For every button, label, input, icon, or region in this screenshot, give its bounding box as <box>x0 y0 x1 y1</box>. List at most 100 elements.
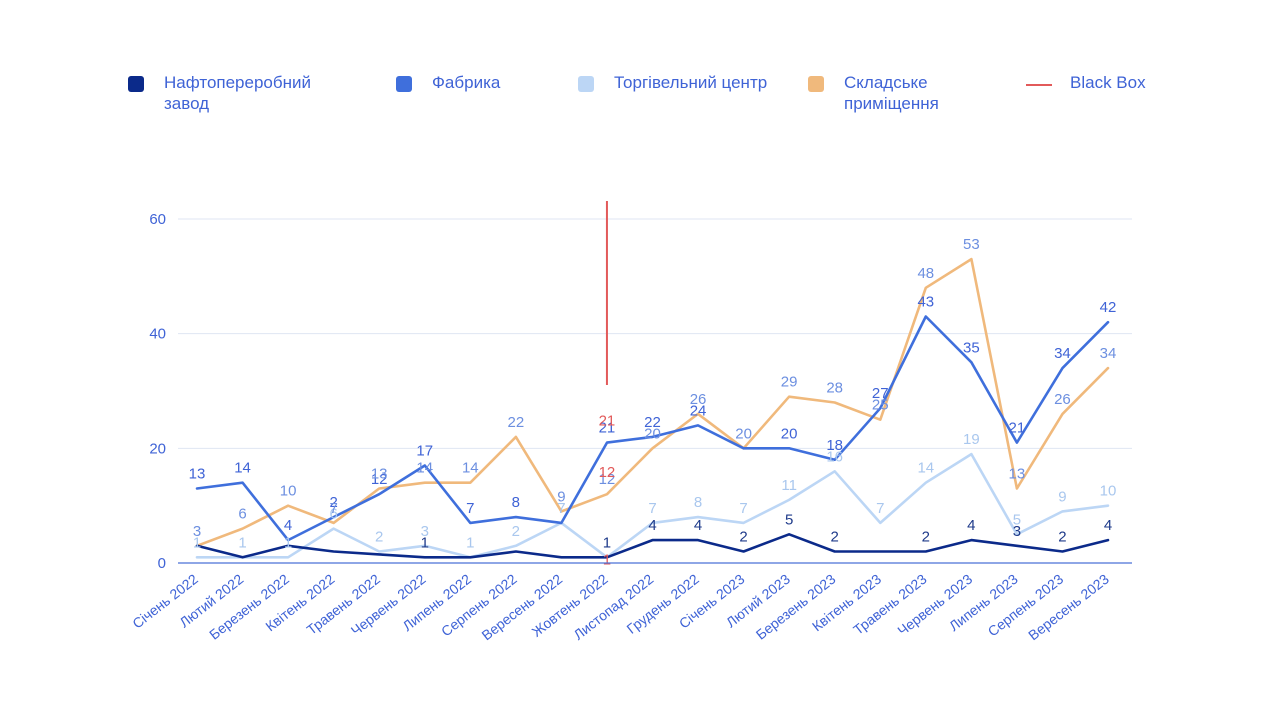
data-label-series-4: 12 <box>599 471 616 488</box>
legend-item-blackbox[interactable]: Black Box <box>1026 72 1146 93</box>
data-label-series-1: 2 <box>922 529 930 546</box>
data-label-series-2: 17 <box>416 443 433 460</box>
data-label-series-3: 2 <box>512 523 520 540</box>
x-tick-label: Березень 2022 <box>206 571 292 643</box>
legend-item-refinery[interactable]: Нафтопереробний завод <box>128 72 334 114</box>
series-lines <box>195 257 1110 559</box>
legend-item-warehouse[interactable]: Складське приміщення <box>808 72 1014 114</box>
data-label-series-1: 1 <box>603 534 611 551</box>
data-label-series-2: 8 <box>512 494 520 511</box>
legend-label-blackbox: Black Box <box>1070 73 1146 92</box>
data-label-series-2: 14 <box>234 460 251 477</box>
data-label-series-1: 1 <box>421 534 429 551</box>
x-tick-label: Вересень 2022 <box>479 571 566 644</box>
data-label-series-2: 24 <box>690 402 707 419</box>
legend-swatch-warehouse <box>808 76 824 92</box>
data-label-series-3: 10 <box>1100 483 1117 500</box>
black-box-data-label: 21 <box>599 413 616 430</box>
data-label-series-2: 12 <box>371 471 388 488</box>
black-box-data-label: 12 <box>599 464 616 481</box>
data-label-series-3: 19 <box>963 431 980 448</box>
data-label-series-3: 6 <box>329 506 337 523</box>
data-label-series-4: 7 <box>329 500 337 517</box>
data-label-series-2: 27 <box>872 385 889 402</box>
legend-label-refinery: Нафтопереробний завод <box>164 73 311 113</box>
legend-label-warehouse: Складське приміщення <box>844 73 939 113</box>
legend-swatch-blackbox <box>1026 84 1052 86</box>
series-line-2 <box>195 315 1110 542</box>
grid <box>178 218 1132 449</box>
data-label-series-3: 11 <box>781 477 797 494</box>
y-tick-label: 0 <box>158 555 166 572</box>
data-label-series-3: 1 <box>238 534 246 551</box>
data-label-series-4: 53 <box>963 236 980 253</box>
data-label-series-2: 21 <box>1009 420 1026 437</box>
data-label-series-2: 43 <box>917 293 934 310</box>
series-line-3 <box>195 452 1110 559</box>
y-tick-label: 40 <box>149 326 166 343</box>
legend: Нафтопереробний завод Фабрика Торгівельн… <box>0 0 1280 130</box>
data-label-series-1: 4 <box>694 517 702 534</box>
data-label-series-3: 8 <box>694 494 702 511</box>
black-box-data-label: 1 <box>603 551 611 568</box>
data-label-series-4: 20 <box>735 425 752 442</box>
data-label-series-4: 13 <box>1009 465 1026 482</box>
legend-swatch-refinery <box>128 76 144 92</box>
data-label-series-2: 13 <box>189 465 206 482</box>
legend-item-factory[interactable]: Фабрика <box>396 72 500 93</box>
legend-swatch-mall <box>578 76 594 92</box>
data-label-series-4: 48 <box>917 265 934 282</box>
data-label-series-3: 7 <box>648 500 656 517</box>
data-label-series-3: 7 <box>557 500 565 517</box>
data-label-series-4: 29 <box>781 374 798 391</box>
x-tick-label: Березень 2023 <box>753 571 839 643</box>
data-label-series-4: 10 <box>280 483 297 500</box>
data-label-series-2: 35 <box>963 339 980 356</box>
series-line-4 <box>195 257 1110 548</box>
legend-label-mall: Торгівельний центр <box>614 73 768 92</box>
y-tick-label: 20 <box>149 440 166 457</box>
legend-item-mall[interactable]: Торгівельний центр <box>578 72 767 93</box>
data-label-series-2: 34 <box>1054 345 1071 362</box>
data-label-series-2: 42 <box>1100 299 1117 316</box>
data-label-series-3: 7 <box>739 500 747 517</box>
data-label-series-2: 7 <box>466 500 474 517</box>
data-label-series-2: 4 <box>284 517 292 534</box>
data-label-series-4: 28 <box>826 379 843 396</box>
data-label-series-1: 5 <box>785 511 793 528</box>
data-label-series-4: 13 <box>371 465 388 482</box>
data-label-series-4: 26 <box>690 391 707 408</box>
data-label-series-2: 18 <box>826 437 843 454</box>
data-label-series-4: 14 <box>462 460 479 477</box>
series-line-1 <box>195 532 1110 559</box>
data-label-series-1: 2 <box>1058 529 1066 546</box>
data-label-series-2: 21 <box>599 420 616 437</box>
data-label-series-3: 16 <box>826 448 843 465</box>
data-label-series-1: 2 <box>831 529 839 546</box>
data-label-series-4: 22 <box>508 414 525 431</box>
data-label-series-4: 6 <box>238 506 246 523</box>
x-tick-label: Вересень 2023 <box>1025 571 1112 644</box>
data-label-series-1: 4 <box>967 517 975 534</box>
data-label-series-4: 20 <box>644 425 661 442</box>
data-label-series-2: 2 <box>329 494 337 511</box>
data-label-series-4: 14 <box>416 460 433 477</box>
data-label-series-4: 34 <box>1100 345 1117 362</box>
data-label-series-3: 2 <box>375 529 383 546</box>
x-tick-label: Листопад 2022 <box>570 571 656 643</box>
data-label-series-3: 7 <box>876 500 884 517</box>
data-label-series-1: 3 <box>1013 523 1021 540</box>
data-label-series-1: 4 <box>648 517 656 534</box>
data-label-series-3: 14 <box>917 460 934 477</box>
data-label-series-3: 5 <box>1013 511 1021 528</box>
data-label-series-2: 20 <box>781 425 798 442</box>
data-label-series-2: 22 <box>644 414 661 431</box>
data-label-series-1: 4 <box>1104 517 1112 534</box>
legend-swatch-factory <box>396 76 412 92</box>
data-label-series-4: 9 <box>557 488 565 505</box>
data-label-series-4: 3 <box>193 523 201 540</box>
data-label-series-3: 1 <box>193 534 201 551</box>
